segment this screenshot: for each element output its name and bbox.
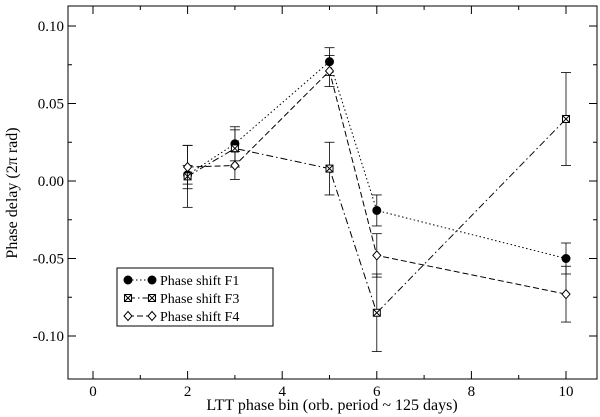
marker-open-diamond (123, 310, 133, 322)
series-line (187, 60, 567, 259)
series-3 (182, 55, 571, 323)
legend-entry-1: Phase shift F1 (123, 274, 239, 289)
marker-crossed-square (372, 308, 381, 317)
marker-crossed-square (124, 294, 132, 302)
marker-square-cross (325, 164, 334, 173)
marker-filled-circle (561, 254, 571, 263)
x-tick-label: 0 (89, 384, 97, 400)
marker-crossed-square (325, 164, 334, 173)
marker-open-diamond (324, 65, 335, 77)
marker-filled-circle (147, 275, 157, 285)
marker-filled-circle (123, 275, 133, 285)
marker-square-cross (124, 294, 132, 302)
legend-label: Phase shift F4 (160, 310, 239, 325)
x-axis-title: LTT phase bin (orb. period ~ 125 days) (206, 397, 457, 414)
y-tick-label: 0.10 (38, 19, 64, 35)
marker-open-diamond (561, 288, 571, 300)
legend: Phase shift F1 Phase shift F3 Phase shift … (116, 267, 274, 327)
x-tick-label: 10 (559, 384, 574, 400)
legend-label: Phase shift F3 (160, 292, 239, 307)
marker-square-cross (148, 294, 156, 302)
marker-square-cross (231, 144, 239, 153)
y-tick-label: 0.00 (38, 174, 64, 190)
x-tick-label: 2 (184, 384, 192, 400)
marker-square-cross (372, 308, 381, 317)
marker-open-diamond (372, 250, 382, 261)
marker-open-diamond (230, 160, 240, 171)
y-tick-label: -0.10 (33, 329, 64, 345)
x-tick-label: 4 (278, 384, 286, 400)
marker-open-diamond (147, 310, 157, 322)
y-tick-label: -0.05 (33, 252, 64, 268)
x-tick-label: 6 (373, 384, 381, 400)
legend-label: Phase shift F1 (160, 274, 239, 289)
marker-crossed-square (230, 144, 239, 153)
marker-crossed-square (148, 294, 156, 302)
marker-crossed-square (562, 115, 570, 123)
marker-square-cross (562, 115, 570, 123)
legend-entry-2: Phase shift F3 (124, 292, 239, 307)
legend-entry-3: Phase shift F4 (123, 310, 239, 325)
plot-frame (67, 5, 598, 380)
y-axis-title: Phase delay (2π rad) (4, 127, 21, 258)
marker-filled-circle (372, 205, 382, 215)
y-tick-label: 0.05 (38, 97, 64, 113)
marker-open-diamond (182, 161, 193, 173)
x-tick-label: 8 (468, 384, 476, 400)
